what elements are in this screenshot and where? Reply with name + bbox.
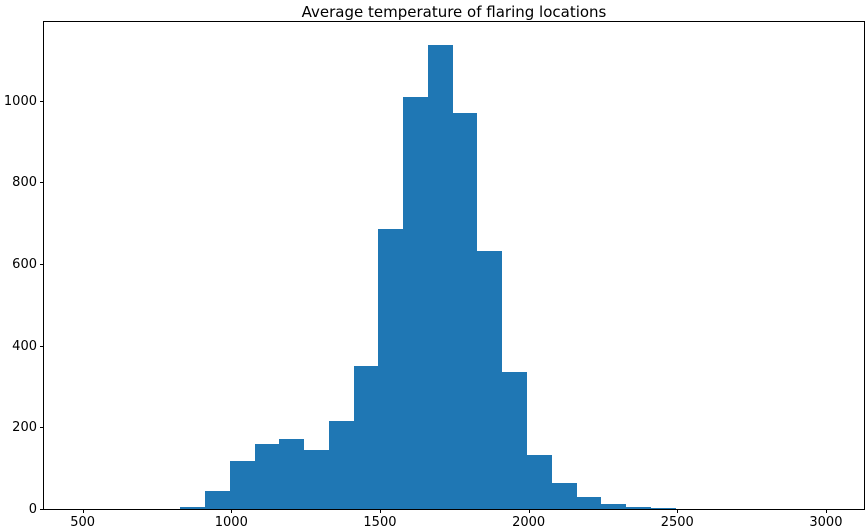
x-tick-mark [528,509,530,513]
histogram-bar [229,461,255,509]
y-tick-label: 0 [28,502,37,517]
histogram-bar [477,251,503,509]
x-axis-ticks: 500 1000 1500 2000 2500 3000 [44,22,864,529]
y-tick-label: 600 [12,257,37,273]
histogram-bar [527,454,552,509]
y-tick-mark [40,100,44,102]
histogram-bar [353,366,379,509]
histogram-bar [626,506,651,509]
x-tick-mark [379,509,381,513]
y-tick-mark [40,345,44,347]
x-tick-mark [231,509,233,513]
x-tick-label: 3000 [809,515,843,529]
x-tick-label: 2000 [512,515,546,529]
histogram-bar [403,96,429,509]
histogram-bar [502,372,528,509]
histogram-bar [601,504,627,509]
y-tick-mark [40,264,44,266]
x-tick-label: 1000 [214,515,248,529]
x-tick-label: 2500 [660,515,694,529]
histogram-bar [650,508,676,509]
histogram-bar [576,496,602,509]
histogram-bar [551,482,577,509]
histogram-bar [304,449,330,509]
x-tick-mark [825,509,827,513]
y-tick-label: 800 [12,175,37,191]
y-tick-label: 200 [12,420,37,436]
plot-area: 500 1000 1500 2000 2500 3000 0 200 400 600 800 100… [4,21,865,529]
y-tick-mark [40,182,44,184]
histogram-bar [180,506,206,509]
y-axis-ticks: 0 200 400 600 800 1000 [4,22,864,516]
x-tick-mark [82,509,84,513]
x-tick-mark [677,509,679,513]
histogram-bar [378,228,404,509]
y-tick-mark [40,509,44,510]
x-tick-label: 500 [70,515,96,529]
histogram-bar [205,490,230,509]
y-tick-mark [40,427,44,429]
histogram-bar [428,45,453,509]
histogram-bar [254,443,280,509]
histogram-bar [452,113,478,509]
histogram-bar [279,438,305,509]
x-tick-label: 1500 [363,515,397,529]
y-tick-label: 400 [12,338,37,354]
y-tick-label: 1000 [3,93,37,109]
chart-title: Average temperature of flaring locations [301,3,607,21]
histogram-bar [329,420,354,509]
histogram-bars [44,22,864,509]
